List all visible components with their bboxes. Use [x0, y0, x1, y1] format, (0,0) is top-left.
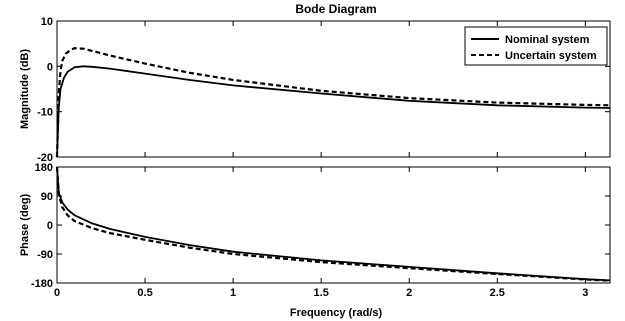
x-tick-label: 2 — [406, 287, 412, 299]
x-tick-label: 1 — [230, 287, 236, 299]
phase-ytick-label: -180 — [31, 278, 53, 290]
magnitude-ytick-label: -10 — [37, 107, 53, 119]
x-tick-label: 1.5 — [314, 287, 329, 299]
phase-axes-box — [56, 166, 611, 284]
x-tick-label: 3 — [582, 287, 588, 299]
x-tick-label: 0.5 — [137, 287, 152, 299]
x-tick-label: 2.5 — [490, 287, 505, 299]
magnitude-panel: 10 0 -10 -20 Magnitude (dB) — [19, 16, 611, 164]
phase-series-uncertain-line — [55, 166, 611, 282]
magnitude-y-axis-label: Magnitude (dB) — [19, 49, 31, 129]
phase-ytick-label: -90 — [37, 249, 53, 261]
phase-y-axis-label: Phase (deg) — [19, 193, 31, 256]
magnitude-axes-box — [56, 20, 611, 158]
legend: Nominal system Uncertain system — [464, 26, 608, 66]
magnitude-ytick-label: -20 — [37, 152, 53, 164]
magnitude-ytick-label: 10 — [41, 16, 53, 28]
magnitude-series-nominal-line — [56, 65, 611, 158]
phase-ytick-label: 90 — [41, 191, 53, 203]
legend-label: Nominal system — [505, 34, 590, 46]
magnitude-series-uncertain-line — [55, 47, 611, 158]
phase-ytick-label: 0 — [47, 220, 53, 232]
legend-box — [464, 26, 608, 66]
phase-ytick-label: 180 — [35, 162, 53, 174]
chart-title: Bode Diagram — [295, 2, 376, 16]
magnitude-ytick-label: 0 — [47, 61, 53, 73]
x-tick-label: 0 — [54, 287, 60, 299]
x-axis-label: Frequency (rad/s) — [290, 307, 383, 319]
legend-label: Uncertain system — [505, 50, 597, 62]
